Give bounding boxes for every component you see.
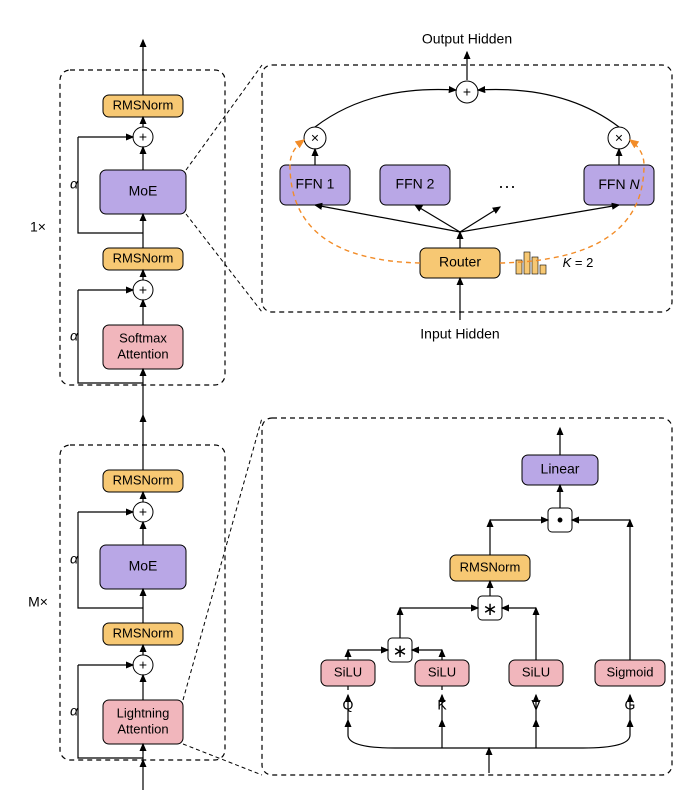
svg-text:MoE: MoE	[129, 558, 158, 574]
svg-text:+: +	[139, 129, 147, 145]
histogram-icon	[516, 252, 546, 274]
lightning-text: Lightning	[117, 705, 170, 720]
label-mx: M×	[28, 594, 48, 610]
svg-text:FFN 2: FFN 2	[396, 176, 435, 192]
svg-text:•: •	[557, 510, 563, 530]
svg-text:RMSNorm: RMSNorm	[460, 559, 521, 574]
svg-text:FFN N: FFN N	[598, 176, 640, 192]
svg-text:RMSNorm: RMSNorm	[113, 250, 174, 265]
svg-text:RMSNorm: RMSNorm	[113, 625, 174, 640]
ffn-dots: ···	[498, 176, 516, 196]
svg-text:SiLU: SiLU	[428, 664, 456, 679]
input-hidden: Input Hidden	[420, 326, 499, 342]
svg-text:α: α	[70, 176, 79, 192]
svg-text:×: ×	[615, 130, 623, 146]
label-1x: 1×	[30, 219, 46, 235]
svg-text:+: +	[139, 282, 147, 298]
svg-text:+: +	[139, 504, 147, 520]
svg-text:Router: Router	[439, 254, 481, 270]
svg-text:RMSNorm: RMSNorm	[113, 472, 174, 487]
svg-text:∗: ∗	[392, 641, 407, 661]
svg-text:RMSNorm: RMSNorm	[113, 97, 174, 112]
alpha-b2: α	[70, 551, 79, 567]
svg-text:SiLU: SiLU	[334, 664, 362, 679]
svg-text:Attention: Attention	[117, 721, 168, 736]
svg-text:+: +	[463, 84, 471, 100]
svg-text:Attention: Attention	[117, 346, 168, 361]
k2: K = 2	[563, 255, 594, 270]
lightning-panel	[262, 418, 672, 775]
output-hidden: Output Hidden	[422, 31, 512, 47]
diagram: 1× M× Lightning Attention + RMSNorm MoE …	[0, 0, 697, 792]
svg-text:Sigmoid: Sigmoid	[607, 664, 654, 679]
svg-text:∗: ∗	[482, 599, 497, 619]
svg-text:α: α	[70, 328, 79, 344]
svg-text:Linear: Linear	[541, 461, 580, 477]
svg-text:FFN 1: FFN 1	[296, 176, 335, 192]
svg-text:SiLU: SiLU	[522, 664, 550, 679]
svg-text:Softmax: Softmax	[119, 330, 167, 345]
svg-text:+: +	[139, 657, 147, 673]
svg-text:MoE: MoE	[129, 183, 158, 199]
alpha-b1: α	[70, 703, 79, 719]
svg-text:×: ×	[311, 130, 319, 146]
